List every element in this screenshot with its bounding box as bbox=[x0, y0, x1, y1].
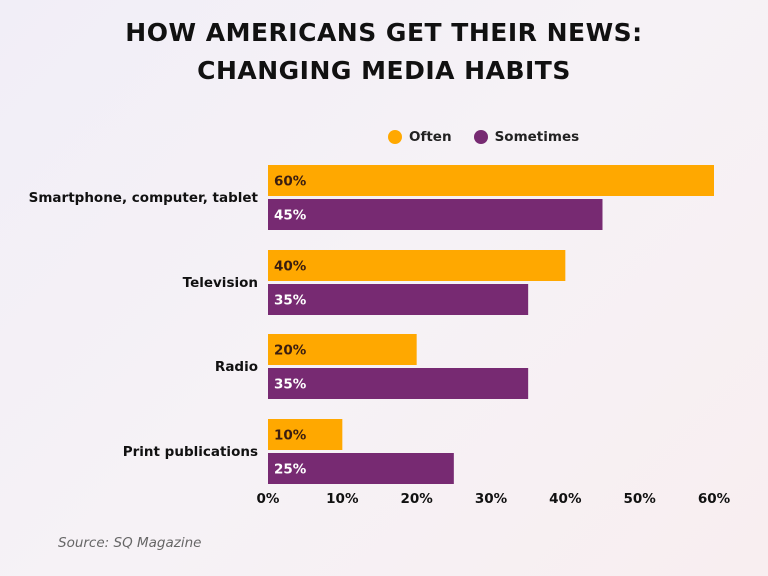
legend-often: Often bbox=[388, 129, 452, 145]
bar-sometimes bbox=[268, 284, 529, 315]
category-label: Radio bbox=[215, 359, 258, 375]
legend: Often Sometimes bbox=[388, 129, 579, 145]
chart-title: HOW AMERICANS GET THEIR NEWS: CHANGING M… bbox=[0, 14, 768, 90]
bar-sometimes bbox=[268, 453, 454, 484]
data-label: 10% bbox=[274, 428, 307, 444]
x-tick-label: 30% bbox=[475, 491, 508, 507]
x-tick-label: 50% bbox=[624, 491, 657, 507]
data-label: 60% bbox=[274, 174, 307, 190]
category-label: Smartphone, computer, tablet bbox=[29, 190, 259, 206]
data-label: 40% bbox=[274, 259, 307, 275]
data-label: 25% bbox=[274, 462, 307, 478]
legend-often-label: Often bbox=[409, 129, 452, 145]
source-note: Source: SQ Magazine bbox=[58, 535, 202, 551]
data-label: 35% bbox=[274, 293, 307, 309]
category-label: Television bbox=[183, 275, 258, 291]
x-tick-label: 20% bbox=[401, 491, 434, 507]
x-tick-label: 40% bbox=[549, 491, 582, 507]
legend-sometimes-swatch bbox=[473, 130, 488, 144]
x-tick-label: 60% bbox=[698, 491, 731, 507]
data-label: 20% bbox=[274, 343, 307, 359]
bar-sometimes bbox=[268, 368, 529, 399]
bar-often bbox=[268, 334, 417, 365]
bar-sometimes bbox=[268, 199, 603, 230]
title-line-2: CHANGING MEDIA HABITS bbox=[197, 56, 571, 85]
bar-often bbox=[268, 250, 566, 281]
bar-often bbox=[268, 165, 714, 196]
data-label: 35% bbox=[274, 377, 307, 393]
legend-often-swatch bbox=[388, 130, 402, 144]
x-tick-label: 10% bbox=[326, 491, 359, 507]
legend-sometimes: Sometimes bbox=[473, 129, 580, 145]
data-label: 45% bbox=[274, 208, 307, 224]
legend-sometimes-label: Sometimes bbox=[494, 129, 580, 145]
category-label: Print publications bbox=[123, 444, 258, 460]
bar-often bbox=[268, 419, 343, 450]
title-line-1: HOW AMERICANS GET THEIR NEWS: bbox=[125, 18, 643, 47]
x-tick-label: 0% bbox=[257, 491, 280, 507]
